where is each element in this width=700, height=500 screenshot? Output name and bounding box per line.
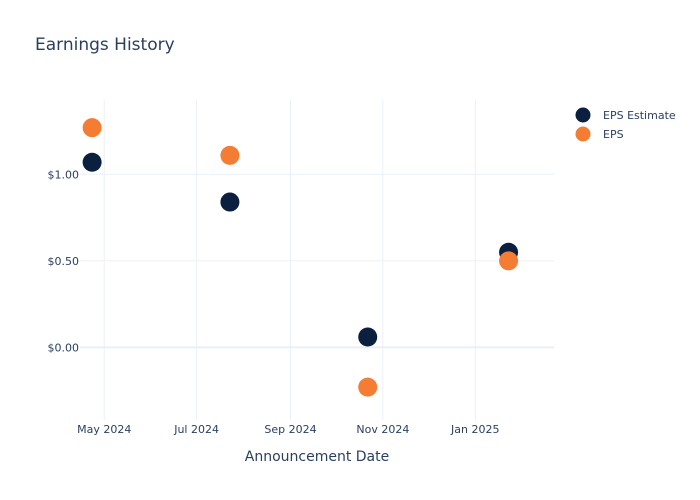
legend[interactable]: EPS Estimate EPS xyxy=(575,107,676,142)
legend-label: EPS xyxy=(603,128,624,141)
data-point xyxy=(499,251,519,271)
legend-marker xyxy=(575,126,591,142)
y-axis-ticks: $0.00 $0.50 $1.00 xyxy=(48,168,80,354)
y-tick-label: $0.50 xyxy=(48,255,80,268)
y-tick-label: $0.00 xyxy=(48,341,80,354)
x-axis-title: Announcement Date xyxy=(245,449,389,465)
data-point xyxy=(82,118,102,138)
legend-item[interactable]: EPS Estimate xyxy=(575,107,676,123)
data-point xyxy=(220,192,240,212)
series-eps-estimate xyxy=(82,152,519,347)
series-eps xyxy=(82,118,519,397)
grid-layer xyxy=(80,100,554,420)
chart-title: Earnings History xyxy=(35,35,175,55)
legend-item[interactable]: EPS xyxy=(575,126,624,142)
data-point xyxy=(82,152,102,172)
legend-marker xyxy=(575,107,591,123)
data-point xyxy=(358,377,378,397)
points-layer xyxy=(82,118,519,397)
x-axis-ticks: May 2024 Jul 2024 Sep 2024 Nov 2024 Jan 2025 xyxy=(77,423,499,436)
y-tick-label: $1.00 xyxy=(48,168,80,181)
data-point xyxy=(358,327,378,347)
data-point xyxy=(220,145,240,165)
x-tick-label: Jul 2024 xyxy=(173,423,219,436)
x-tick-label: May 2024 xyxy=(77,423,131,436)
x-tick-label: Sep 2024 xyxy=(264,423,316,436)
legend-label: EPS Estimate xyxy=(603,109,676,122)
x-tick-label: Nov 2024 xyxy=(356,423,409,436)
x-tick-label: Jan 2025 xyxy=(450,423,499,436)
